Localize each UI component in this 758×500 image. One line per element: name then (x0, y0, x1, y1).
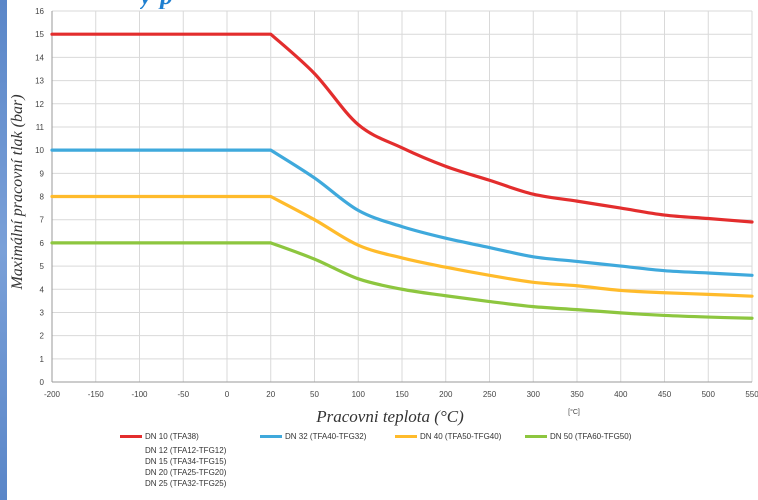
x-tick-label: -200 (44, 390, 61, 399)
y-tick-label: 15 (35, 30, 44, 39)
y-tick-label: 11 (36, 123, 45, 132)
x-axis-label: Pracovni teplota (°C) (315, 407, 464, 426)
y-tick-label: 6 (40, 239, 45, 248)
x-tick-label: 100 (352, 390, 366, 399)
series-line-4 (50, 241, 754, 320)
legend-label-dn32: DN 32 (TFA40-TFG32) (285, 432, 367, 441)
chart-series (50, 32, 754, 320)
legend-swatch-dn32 (260, 435, 282, 438)
header-title-fragment: y p (140, 0, 540, 9)
legend-extra-dn12: DN 12 (TFA12-TFG12) (145, 446, 227, 455)
legend-item-dn32: DN 32 (TFA40-TFG32) (260, 432, 366, 441)
x-tick-label: -100 (131, 390, 148, 399)
legend-swatch-dn40 (395, 435, 417, 438)
y-tick-label: 9 (40, 169, 45, 178)
legend-label-dn40: DN 40 (TFA50-TFG40) (420, 432, 502, 441)
legend-item-dn40: DN 40 (TFA50-TFG40) (395, 432, 501, 441)
x-tick-label: 20 (266, 390, 275, 399)
x-tick-label: -50 (177, 390, 189, 399)
legend-swatch-dn10 (120, 435, 142, 438)
legend-extra-dn20: DN 20 (TFA25-TFG20) (145, 468, 227, 477)
x-tick-label: 450 (658, 390, 672, 399)
y-tick-label: 16 (35, 7, 44, 16)
chart-legend: DN 10 (TFA38) DN 32 (TFA40-TFG32) DN 40 … (120, 432, 740, 498)
y-tick-label: 5 (40, 262, 45, 271)
x-tick-label: 400 (614, 390, 628, 399)
legend-extra-dn15: DN 15 (TFA34-TFG15) (145, 457, 227, 466)
y-tick-label: 4 (40, 285, 45, 294)
legend-item-dn50: DN 50 (TFA60-TFG50) (525, 432, 631, 441)
x-tick-label: 250 (483, 390, 497, 399)
left-decorative-band (0, 0, 7, 500)
y-tick-label: 2 (40, 332, 45, 341)
x-tick-label: 50 (310, 390, 319, 399)
y-tick-label: 13 (35, 77, 44, 86)
x-tick-label: 0 (225, 390, 230, 399)
series-line-1 (50, 32, 754, 224)
legend-label-dn50: DN 50 (TFA60-TFG50) (550, 432, 632, 441)
x-tick-label: 500 (702, 390, 716, 399)
y-tick-label: 7 (40, 216, 45, 225)
legend-swatch-dn50 (525, 435, 547, 438)
y-tick-label: 8 (40, 193, 45, 202)
x-tick-label: -150 (88, 390, 105, 399)
x-tick-label: 550 (745, 390, 758, 399)
x-axis-unit-label: [°C] (568, 408, 580, 416)
x-tick-label: 200 (439, 390, 453, 399)
legend-item-dn10: DN 10 (TFA38) (120, 432, 199, 441)
y-tick-label: 0 (40, 378, 45, 387)
x-tick-label: 150 (395, 390, 409, 399)
y-tick-label: 3 (40, 308, 45, 317)
y-tick-label: 10 (35, 146, 44, 155)
y-tick-label: 12 (35, 100, 44, 109)
x-tick-label: 350 (570, 390, 584, 399)
y-tick-label: 1 (40, 355, 45, 364)
y-axis-label: Maximální pracovní tlak (bar) (9, 94, 26, 290)
legend-extra-dn25: DN 25 (TFA32-TFG25) (145, 479, 227, 488)
series-line-2 (50, 148, 754, 277)
series-line-3 (50, 194, 754, 298)
legend-label-dn10: DN 10 (TFA38) (145, 432, 199, 441)
y-tick-label: 14 (35, 53, 44, 62)
x-tick-label: 300 (527, 390, 541, 399)
